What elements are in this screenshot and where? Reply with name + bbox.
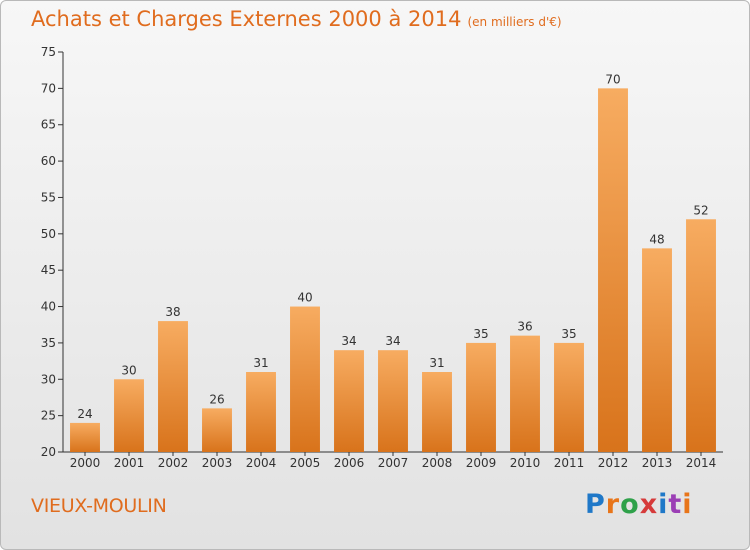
data-label-2010: 36 [517, 320, 532, 334]
x-tick-label-2012: 2012 [598, 456, 629, 470]
bar-2000 [70, 422, 100, 452]
data-label-2003: 26 [209, 392, 224, 406]
bar-2005 [290, 306, 320, 452]
y-tick-label: 40 [41, 300, 56, 314]
data-label-2006: 34 [341, 334, 356, 348]
x-tick-label-2009: 2009 [466, 456, 497, 470]
data-label-2008: 31 [429, 356, 444, 370]
x-tick-label-2013: 2013 [642, 456, 673, 470]
y-tick-label: 30 [41, 372, 56, 386]
chart-title-text: Achats et Charges Externes 2000 à 2014 [31, 7, 462, 31]
bar-2006 [334, 350, 364, 452]
y-tick-label: 70 [41, 81, 56, 95]
chart-subtitle: (en milliers d'€) [467, 15, 562, 29]
x-tick-label-2002: 2002 [158, 456, 189, 470]
bar-2001 [114, 379, 144, 452]
bar-2008 [422, 372, 452, 452]
data-label-2000: 24 [77, 407, 92, 421]
axes: 20 25 30 35 40 45 50 55 60 65 70 75 2000 2001 2002 2003… [41, 45, 723, 470]
data-label-2007: 34 [385, 334, 400, 348]
logo-letter: r [605, 489, 621, 520]
bar-2013 [642, 248, 672, 452]
bar-2014 [686, 219, 716, 452]
x-tick-label-2005: 2005 [290, 456, 321, 470]
x-tick-label-2007: 2007 [378, 456, 409, 470]
y-tick-label: 20 [41, 445, 56, 459]
logo-letter: t [668, 489, 683, 520]
x-tick-label-2004: 2004 [246, 456, 277, 470]
x-tick-label-2001: 2001 [114, 456, 145, 470]
x-tick-label-2010: 2010 [510, 456, 541, 470]
x-tick-label-2003: 2003 [202, 456, 233, 470]
data-label-2004: 31 [253, 356, 268, 370]
y-tick-label: 55 [41, 190, 56, 204]
y-tick-label: 75 [41, 45, 56, 59]
y-tick-label: 60 [41, 154, 56, 168]
x-tick-label-2000: 2000 [70, 456, 101, 470]
data-label-2012: 70 [605, 72, 620, 86]
logo-letter: i [682, 489, 693, 520]
x-tick-label-2006: 2006 [334, 456, 365, 470]
data-label-2009: 35 [473, 327, 488, 341]
bar-2012 [598, 88, 628, 452]
x-tick-label-2014: 2014 [686, 456, 717, 470]
bar-2011 [554, 342, 584, 452]
logo-letter: i [658, 489, 669, 520]
y-tick-label: 45 [41, 263, 56, 277]
data-label-2013: 48 [649, 232, 664, 246]
data-label-2001: 30 [121, 363, 136, 377]
bars: 24 30 38 26 31 40 34 34 31 35 36 35 70 48 52 [70, 72, 716, 452]
commune-name: VIEUX-MOULIN [31, 495, 167, 517]
bar-2002 [158, 321, 188, 452]
bar-2003 [202, 408, 232, 452]
x-tick-label-2008: 2008 [422, 456, 453, 470]
y-tick-label: 25 [41, 409, 56, 423]
data-label-2011: 35 [561, 327, 576, 341]
bar-2004 [246, 372, 276, 452]
y-tick-label: 50 [41, 227, 56, 241]
x-tick-label-2011: 2011 [554, 456, 585, 470]
bar-2010 [510, 335, 540, 452]
data-label-2002: 38 [165, 305, 180, 319]
logo-letter: x [639, 489, 659, 520]
y-tick-label: 65 [41, 118, 56, 132]
bar-2009 [466, 342, 496, 452]
bar-2007 [378, 350, 408, 452]
chart-title: Achats et Charges Externes 2000 à 2014 (e… [31, 7, 562, 31]
data-label-2005: 40 [297, 291, 312, 305]
logo-letter: P [585, 489, 606, 520]
data-label-2014: 52 [693, 203, 708, 217]
y-tick-label: 35 [41, 336, 56, 350]
logo-letter: o [620, 489, 640, 520]
proxiti-logo: Proxiti [585, 489, 693, 520]
